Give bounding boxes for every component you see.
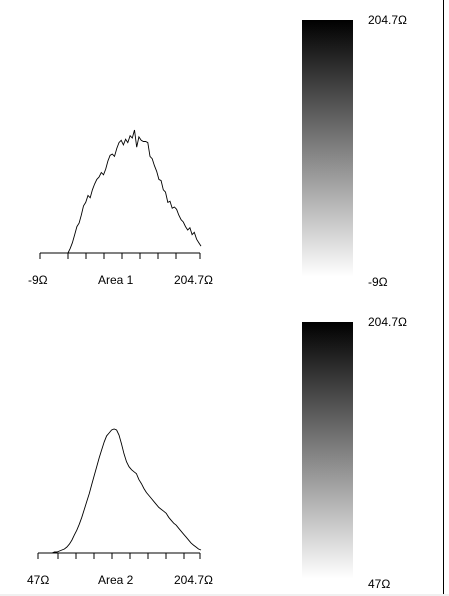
divider-line xyxy=(443,0,444,594)
colorbar-1-bottom-label: -9Ω xyxy=(368,275,388,289)
area-curve xyxy=(67,129,202,254)
colorbar-2-top-label: 204.7Ω xyxy=(368,315,407,329)
area-curve xyxy=(51,428,202,554)
bottom-strip xyxy=(0,594,449,596)
area-2-x-max-label: 204.7Ω xyxy=(174,573,213,587)
area-1-x-max-label: 204.7Ω xyxy=(174,273,213,287)
colorbar-1-top-label: 204.7Ω xyxy=(368,13,407,27)
area-1-x-min-label: -9Ω xyxy=(28,273,48,287)
area-1-panel xyxy=(39,129,202,259)
area-1-title: Area 1 xyxy=(98,273,134,287)
colorbar-2-bottom-label: 47Ω xyxy=(368,577,391,591)
area-2-x-min-label: 47Ω xyxy=(27,573,50,587)
area-2-title: Area 2 xyxy=(98,573,134,587)
colorbar-1 xyxy=(302,20,353,277)
colorbar-2 xyxy=(302,322,353,579)
area-2-panel xyxy=(37,428,202,559)
